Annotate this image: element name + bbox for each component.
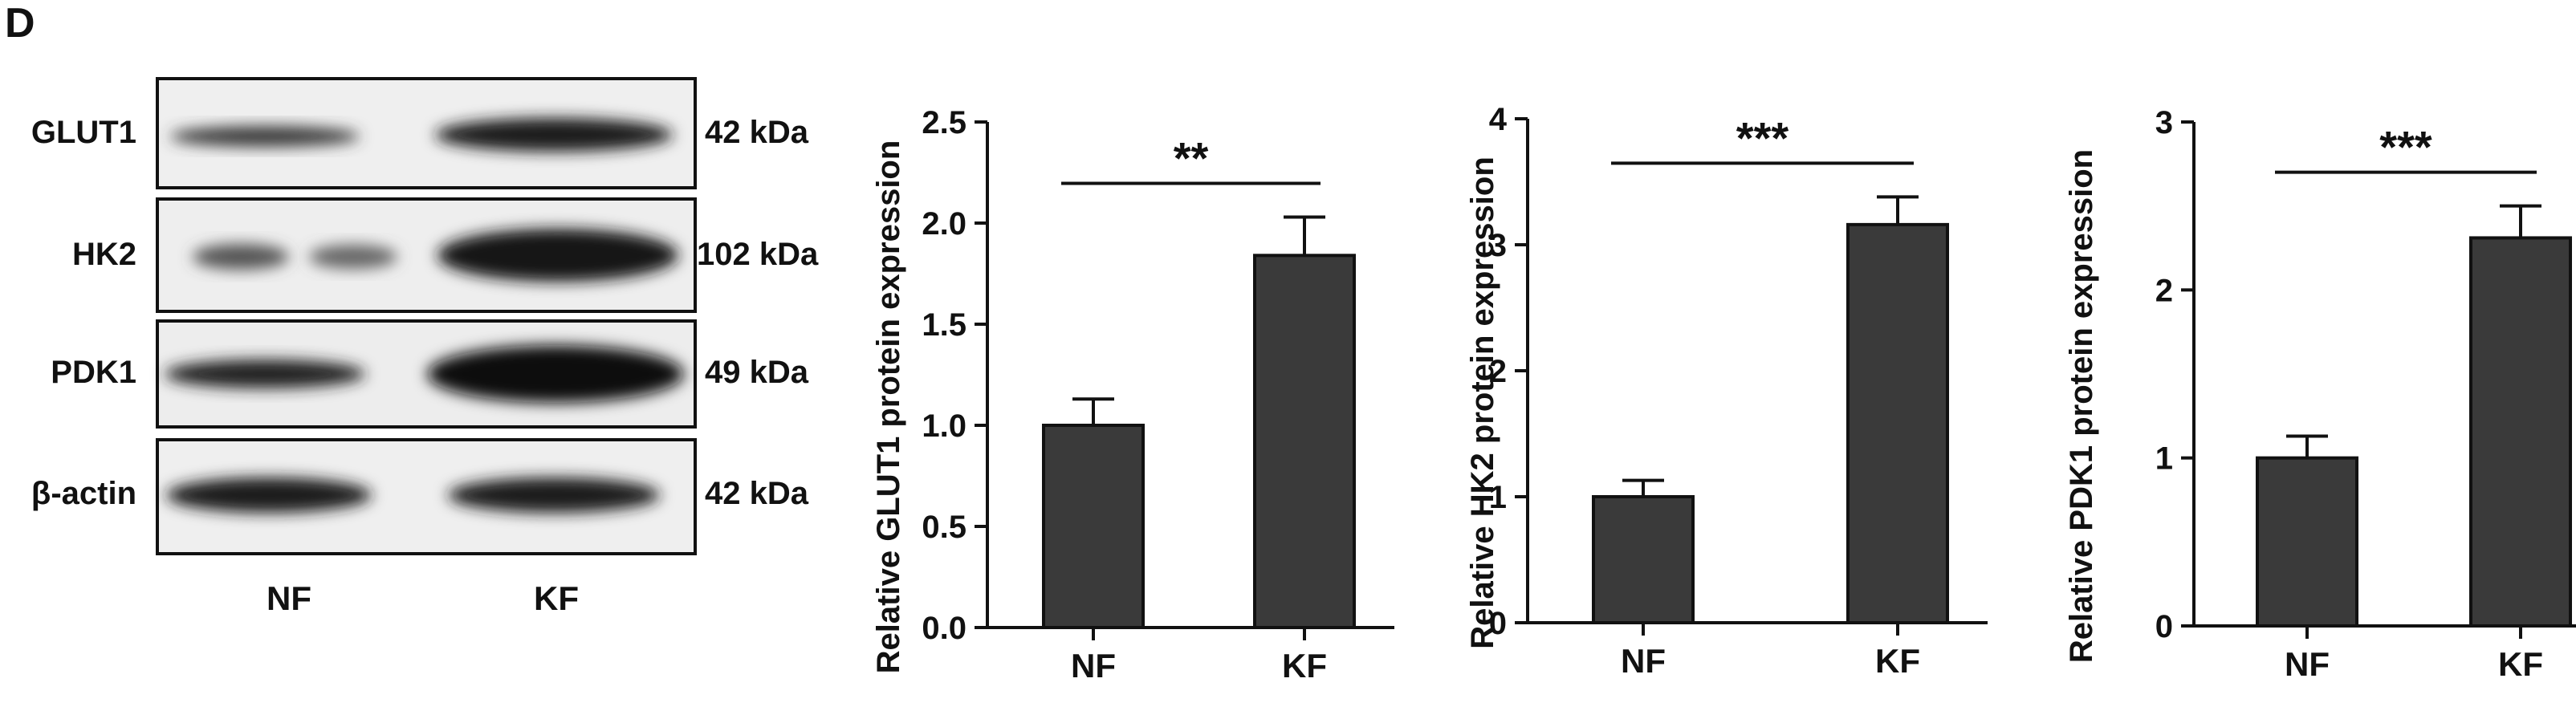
blot-row-label: HK2 bbox=[72, 237, 136, 272]
x-tick-label: NF bbox=[1071, 647, 1116, 685]
x-tick-label: NF bbox=[1621, 642, 1666, 680]
blot-row-label: β-actin bbox=[31, 476, 136, 511]
x-tick-label: KF bbox=[1875, 642, 1920, 680]
y-tick-label: 1.5 bbox=[922, 307, 967, 343]
y-tick-label: 0.0 bbox=[922, 611, 967, 646]
blot-size-label: 102 kDa bbox=[697, 237, 819, 272]
bar bbox=[1846, 222, 1949, 624]
x-tick-label: NF bbox=[2285, 645, 2330, 683]
y-tick-label: 1 bbox=[2155, 441, 2173, 477]
hk2-bar-chart: 0 1 2 3 4 Relative HK2 protein expression NF KF… bbox=[1465, 102, 1988, 680]
y-tick-label: 3 bbox=[1489, 228, 1507, 263]
y-tick-label: 0.5 bbox=[922, 510, 967, 545]
bar bbox=[1592, 495, 1695, 624]
pdk1-bar-chart: 0 1 2 3 Relative PDK1 protein expression NF KF… bbox=[2064, 105, 2576, 683]
blot-band bbox=[309, 245, 397, 269]
glut1-bar-chart: 0.0 0.5 1.0 1.5 2.0 2.5 Relative GLUT1 protein… bbox=[871, 105, 1394, 685]
significance-label: *** bbox=[1736, 112, 1789, 163]
y-axis-label: Relative HK2 protein expression bbox=[1465, 156, 1500, 649]
blot-strip-pdk1 bbox=[156, 319, 697, 429]
blot-band bbox=[448, 477, 660, 513]
bar bbox=[1253, 254, 1356, 629]
blot-band bbox=[427, 345, 684, 403]
x-tick-label: KF bbox=[2498, 645, 2543, 683]
y-axis-label: Relative PDK1 protein expression bbox=[2064, 149, 2099, 663]
bar bbox=[2469, 236, 2572, 628]
bar bbox=[2256, 456, 2358, 628]
y-tick-label: 2.0 bbox=[922, 206, 967, 242]
blot-strip-beta-actin bbox=[156, 438, 697, 555]
significance-label: ** bbox=[1174, 132, 1209, 183]
y-tick-label: 3 bbox=[2155, 105, 2173, 140]
panel-label: D bbox=[5, 0, 35, 47]
y-tick-label: 2 bbox=[2155, 273, 2173, 308]
blot-row-label: PDK1 bbox=[51, 355, 136, 390]
y-axis-label: Relative GLUT1 protein expression bbox=[871, 140, 906, 674]
blot-band bbox=[165, 360, 365, 388]
x-tick-label: KF bbox=[1282, 647, 1327, 685]
y-tick-label: 2.5 bbox=[922, 105, 967, 140]
significance-label: *** bbox=[2379, 122, 2432, 173]
y-tick-label: 1.0 bbox=[922, 408, 967, 444]
blot-band bbox=[170, 126, 360, 147]
y-tick-label: 4 bbox=[1489, 102, 1508, 137]
blot-size-label: 49 kDa bbox=[705, 355, 809, 390]
y-tick-label: 2 bbox=[1489, 354, 1507, 389]
y-tick-label: 1 bbox=[1489, 480, 1507, 515]
blot-row-label: GLUT1 bbox=[31, 115, 136, 150]
blot-strip-glut1 bbox=[156, 77, 697, 189]
y-tick-label: 0 bbox=[1489, 606, 1507, 641]
blot-band bbox=[193, 244, 289, 270]
blot-size-label: 42 kDa bbox=[705, 115, 809, 150]
blot-strip-hk2 bbox=[156, 197, 697, 313]
blot-band bbox=[166, 477, 372, 513]
blot-band bbox=[437, 229, 678, 282]
y-tick-label: 0 bbox=[2155, 609, 2173, 644]
blot-lane-label: NF bbox=[267, 579, 311, 617]
blot-band bbox=[435, 118, 673, 152]
bar bbox=[1042, 424, 1145, 629]
blot-lane-label: KF bbox=[534, 579, 579, 617]
blot-size-label: 42 kDa bbox=[705, 476, 809, 511]
